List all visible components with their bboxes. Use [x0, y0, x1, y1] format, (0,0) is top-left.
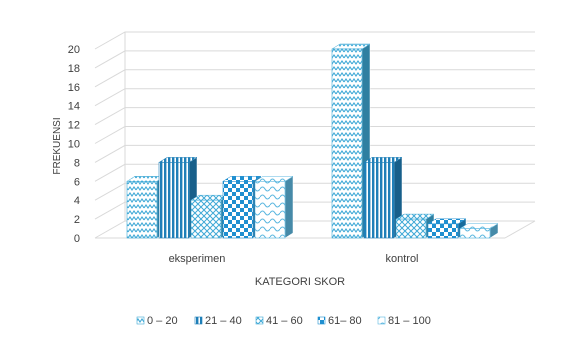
- x-category-label: eksperimen: [169, 253, 226, 265]
- y-tick-label: 0: [74, 233, 80, 245]
- bar: [459, 223, 499, 239]
- y-tick-label: 16: [68, 82, 80, 94]
- legend-item: 61– 80: [317, 315, 362, 327]
- gridline: [94, 50, 535, 69]
- bars: [126, 43, 499, 239]
- legend-item: 81 – 100: [377, 315, 431, 327]
- bar: [254, 175, 294, 239]
- legend-swatch: [255, 316, 264, 325]
- y-tick-label: 6: [74, 176, 80, 188]
- legend-label: 21 – 40: [205, 315, 242, 327]
- y-axis-ticks: 0 2 4 6 8 10 12 14 16 18 20: [68, 44, 80, 245]
- legend-label: 41 – 60: [266, 315, 303, 327]
- y-tick-label: 8: [74, 157, 80, 169]
- gridline: [94, 88, 535, 107]
- x-axis-categories: eksperimen kontrol: [169, 253, 419, 265]
- y-tick-label: 12: [68, 120, 80, 132]
- legend: 0 – 20 21 – 40 41 – 60 61– 80 81 – 100: [136, 315, 431, 327]
- legend-swatch: [136, 316, 145, 325]
- legend-swatch: [317, 316, 326, 325]
- legend-item: 41 – 60: [255, 315, 303, 327]
- legend-item: 0 – 20: [136, 315, 178, 327]
- gridline: [94, 31, 535, 50]
- legend-label: 0 – 20: [147, 315, 178, 327]
- legend-item: 21 – 40: [194, 315, 242, 327]
- gridline: [94, 126, 535, 144]
- gridline: [94, 144, 535, 163]
- legend-label: 81 – 100: [388, 315, 431, 327]
- legend-label: 61– 80: [328, 315, 362, 327]
- y-tick-label: 20: [68, 44, 80, 56]
- x-axis-label: KATEGORI SKOR: [255, 276, 345, 288]
- y-tick-label: 14: [68, 101, 80, 113]
- x-category-label: kontrol: [385, 253, 418, 265]
- legend-swatch: [377, 316, 386, 325]
- y-tick-label: 18: [68, 63, 80, 75]
- legend-swatch: [194, 316, 203, 325]
- gridline: [94, 107, 535, 126]
- y-axis-label: FREKUENSI: [52, 117, 63, 174]
- y-tick-label: 4: [74, 195, 80, 207]
- bar: [363, 156, 403, 239]
- gridline: [94, 69, 535, 88]
- bar: [395, 213, 435, 239]
- y-tick-label: 10: [68, 139, 80, 151]
- y-tick-label: 2: [74, 214, 80, 226]
